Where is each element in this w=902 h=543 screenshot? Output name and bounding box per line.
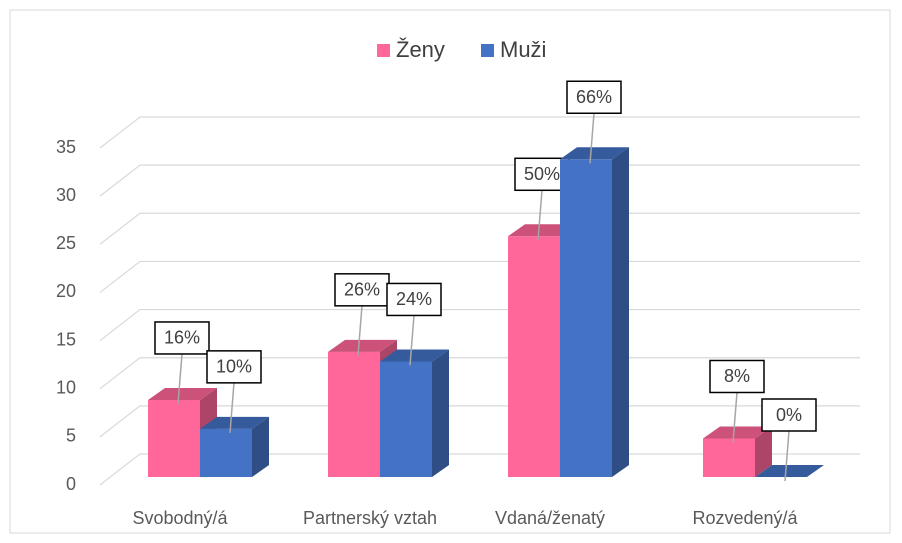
callout-line xyxy=(589,113,595,164)
callout-line xyxy=(732,392,738,443)
bar xyxy=(200,416,269,477)
bar-side xyxy=(755,426,772,477)
bar-front xyxy=(380,361,432,477)
value-label: 16% xyxy=(164,328,200,348)
x-tick-label: Rozvedený/á xyxy=(692,508,798,528)
bar-front xyxy=(560,159,612,477)
value-label-box xyxy=(709,359,765,394)
y-tick-label: 10 xyxy=(56,377,76,397)
y-tick-label: 0 xyxy=(66,474,76,494)
callout-line xyxy=(229,382,235,433)
legend-label: Muži xyxy=(500,37,546,62)
bar-front xyxy=(200,428,252,477)
value-label: 66% xyxy=(576,87,612,107)
value-label-box xyxy=(761,398,817,432)
value-label: 26% xyxy=(344,280,380,300)
y-tick-label: 15 xyxy=(56,329,76,349)
legend-swatch xyxy=(481,44,494,57)
legend-label: Ženy xyxy=(396,37,445,62)
bar-top xyxy=(200,416,269,429)
bar xyxy=(560,147,629,477)
bar-top xyxy=(703,426,772,439)
y-tick-label: 30 xyxy=(56,185,76,205)
bar-front xyxy=(148,399,200,477)
value-label: 24% xyxy=(396,289,432,309)
bar-top xyxy=(148,387,217,400)
bar-front xyxy=(703,438,755,477)
bar-front xyxy=(328,351,380,477)
value-label: 10% xyxy=(216,357,252,377)
bar-top xyxy=(328,339,397,352)
bar xyxy=(380,349,449,477)
value-label-box xyxy=(386,282,442,317)
value-label-box xyxy=(154,321,210,355)
bar-top xyxy=(560,147,629,160)
y-tick-label: 20 xyxy=(56,281,76,301)
callout-line xyxy=(409,315,415,366)
value-label-box xyxy=(206,350,262,384)
value-label-box xyxy=(334,273,390,307)
callout-line xyxy=(784,430,790,482)
x-tick-label: Svobodný/á xyxy=(132,508,228,528)
value-label: 8% xyxy=(724,366,750,386)
bar-side xyxy=(252,416,269,477)
grid-line xyxy=(99,116,860,149)
callout-line xyxy=(177,353,183,405)
bar-front xyxy=(508,236,560,477)
value-label: 0% xyxy=(776,405,802,425)
y-tick-label: 5 xyxy=(66,426,76,446)
bar-top xyxy=(755,465,824,477)
callout-line xyxy=(537,190,543,241)
legend-swatch xyxy=(377,44,390,57)
x-tick-label: Partnerský vztah xyxy=(303,508,437,528)
bar-top xyxy=(508,224,577,237)
bar-side xyxy=(612,147,629,477)
bar-top xyxy=(380,349,449,362)
bar xyxy=(755,465,824,477)
bar xyxy=(703,426,772,477)
value-label-box xyxy=(566,80,622,115)
y-tick-label: 35 xyxy=(56,137,76,157)
value-label: 50% xyxy=(524,164,560,184)
bar-side xyxy=(432,349,449,477)
callout-line xyxy=(357,305,363,356)
y-tick-label: 25 xyxy=(56,233,76,253)
x-tick-label: Vdaná/ženatý xyxy=(495,508,605,528)
